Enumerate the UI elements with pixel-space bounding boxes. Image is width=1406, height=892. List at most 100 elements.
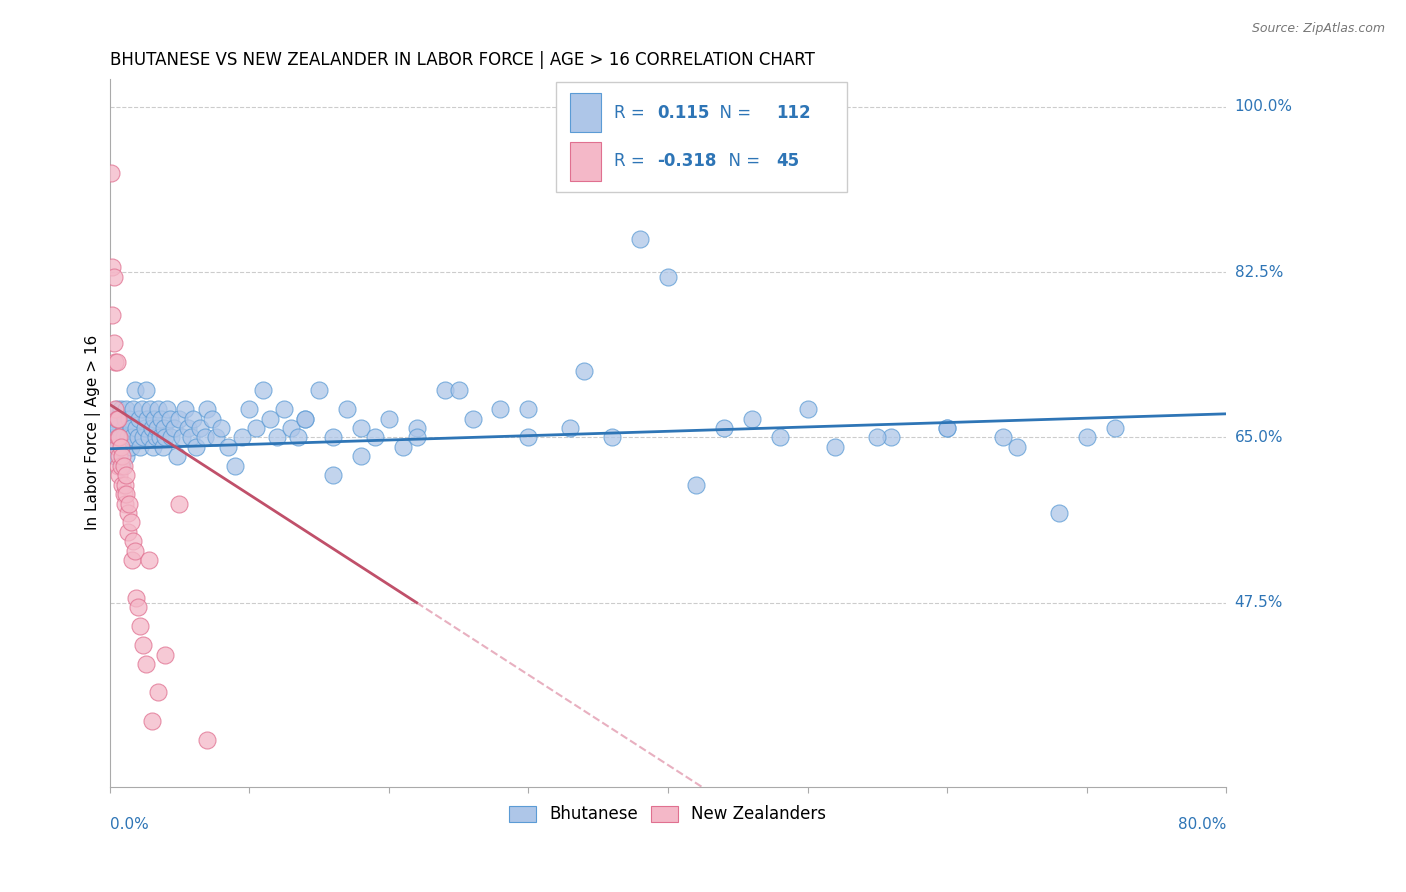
Point — [104, 355, 127, 369]
Point — [350, 421, 373, 435]
Point — [103, 336, 125, 351]
Point — [231, 430, 253, 444]
Point — [117, 524, 139, 539]
Point — [308, 383, 330, 397]
Point — [104, 450, 127, 464]
Text: R =: R = — [614, 153, 651, 170]
Point — [107, 440, 129, 454]
Point — [110, 440, 132, 454]
Point — [101, 308, 124, 322]
Point — [145, 430, 167, 444]
Point — [135, 657, 157, 671]
Point — [138, 553, 160, 567]
Point — [336, 402, 359, 417]
Point — [108, 468, 131, 483]
Point — [115, 468, 138, 483]
Text: 112: 112 — [776, 103, 811, 122]
Point — [195, 732, 218, 747]
Text: 45: 45 — [776, 153, 800, 170]
Point — [1005, 440, 1028, 454]
Point — [238, 402, 260, 417]
Point — [101, 411, 124, 425]
Point — [936, 421, 959, 435]
Point — [114, 497, 136, 511]
Point — [111, 458, 134, 473]
Point — [169, 411, 191, 425]
Point — [217, 440, 239, 454]
Point — [110, 402, 132, 417]
Point — [105, 355, 128, 369]
Text: N =: N = — [709, 103, 756, 122]
Point — [245, 421, 267, 435]
Point — [1047, 506, 1070, 520]
Point — [134, 421, 156, 435]
Point — [125, 591, 148, 605]
Point — [741, 411, 763, 425]
Point — [163, 421, 186, 435]
Point — [193, 430, 215, 444]
Text: N =: N = — [718, 153, 765, 170]
Point — [657, 269, 679, 284]
Point — [141, 714, 163, 728]
Point — [166, 450, 188, 464]
Point — [141, 421, 163, 435]
Point — [111, 477, 134, 491]
Point — [148, 402, 170, 417]
Point — [135, 383, 157, 397]
FancyBboxPatch shape — [557, 82, 846, 192]
Point — [115, 402, 138, 417]
Point — [108, 411, 131, 425]
Point — [103, 269, 125, 284]
Point — [115, 487, 138, 501]
Point — [1104, 421, 1126, 435]
Text: -0.318: -0.318 — [657, 153, 716, 170]
Point — [1076, 430, 1098, 444]
Point — [111, 450, 134, 464]
Point — [322, 468, 344, 483]
Point — [149, 430, 172, 444]
Point — [200, 411, 222, 425]
Point — [252, 383, 274, 397]
Point — [131, 402, 153, 417]
Point — [152, 440, 174, 454]
Point — [124, 543, 146, 558]
Point — [127, 430, 149, 444]
Point — [866, 430, 889, 444]
Point — [574, 364, 596, 378]
Point — [105, 402, 128, 417]
Point — [796, 402, 818, 417]
Point — [174, 402, 197, 417]
Point — [110, 458, 132, 473]
Point — [127, 600, 149, 615]
Point — [112, 487, 135, 501]
Point — [120, 440, 142, 454]
Point — [103, 430, 125, 444]
Point — [195, 402, 218, 417]
Point — [159, 411, 181, 425]
Point — [273, 402, 295, 417]
Point — [108, 450, 131, 464]
Point — [461, 411, 484, 425]
Point — [105, 411, 128, 425]
Point — [287, 430, 309, 444]
Point — [186, 440, 208, 454]
FancyBboxPatch shape — [569, 142, 600, 181]
Point — [121, 430, 143, 444]
Point — [768, 430, 790, 444]
Point — [190, 421, 212, 435]
Point — [160, 430, 183, 444]
Point — [138, 430, 160, 444]
Point — [713, 421, 735, 435]
Point — [600, 430, 623, 444]
Point — [110, 430, 132, 444]
Point — [101, 260, 124, 275]
Point — [122, 402, 145, 417]
Point — [322, 430, 344, 444]
Point — [204, 430, 226, 444]
Text: R =: R = — [614, 103, 651, 122]
Point — [405, 430, 427, 444]
Point — [224, 458, 246, 473]
Point — [991, 430, 1014, 444]
FancyBboxPatch shape — [569, 94, 600, 132]
Point — [153, 421, 176, 435]
